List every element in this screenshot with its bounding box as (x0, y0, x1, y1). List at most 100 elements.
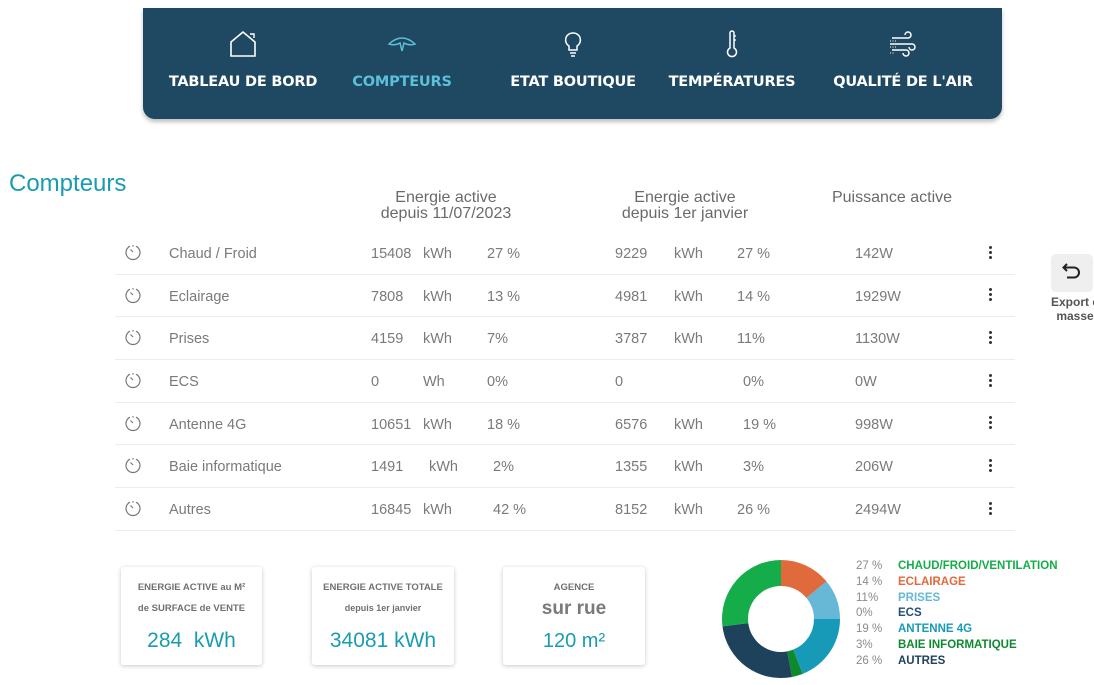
energy-since-january-percent: 14 % (737, 288, 771, 305)
table-row: Autres 16845 kWh 42 % 8152 kWh 26 % 2494… (115, 488, 1015, 531)
more-options-icon[interactable] (983, 327, 997, 347)
legend-label: CHAUD/FROID/VENTILATION (898, 560, 1058, 572)
energy-since-january-unit: kWh (674, 459, 703, 476)
energy-since-january-unit: kWh (674, 288, 703, 305)
legend-label: BAIE INFORMATIQUE (898, 638, 1017, 651)
nav-label: QUALITÉ DE L'AIR (833, 74, 973, 90)
timer-icon (124, 414, 142, 432)
energy-since-january-value: 9229 (615, 246, 648, 262)
donut-slice-autres (722, 623, 793, 678)
meter-name: Baie informatique (169, 459, 282, 476)
nav-label: COMPTEURS (352, 74, 452, 90)
active-power-value: 0W (855, 374, 877, 391)
thermometer-icon (716, 28, 748, 60)
nav-etat-boutique[interactable]: ETAT BOUTIQUE (510, 8, 636, 119)
energy-since-january-percent: 0% (743, 374, 764, 391)
card-energy-per-m2: ENERGIE ACTIVE au M² de SURFACE de VENTE… (121, 567, 262, 665)
consumption-donut-chart (722, 560, 840, 678)
meter-name: Prises (169, 331, 210, 348)
energy-since-date-value: 1491 (371, 459, 404, 476)
more-options-icon[interactable] (983, 455, 997, 475)
energy-since-january-value: 4981 (615, 288, 648, 305)
legend-percent: 14 % (856, 575, 883, 588)
energy-since-date-value: 7808 (371, 288, 404, 305)
energy-since-january-percent: 26 % (737, 502, 771, 519)
energy-since-date-value: 0 (371, 374, 380, 391)
energy-since-date-value: 16845 (371, 502, 412, 519)
energy-since-january-value: 0 (615, 374, 624, 391)
card-label: ENERGIE ACTIVE TOTALE (323, 582, 443, 593)
table-row: Eclairage 7808 kWh 13 % 4981 kWh 14 % 19… (115, 275, 1015, 318)
energy-since-january-percent: 19 % (743, 416, 777, 433)
timer-icon (124, 286, 142, 304)
nav-label: TABLEAU DE BORD (168, 74, 318, 90)
legend-label: ECLAIRAGE (898, 575, 966, 588)
more-options-icon[interactable] (983, 285, 997, 305)
timer-icon (124, 371, 142, 389)
energy-since-date-unit: kWh (423, 502, 452, 519)
energy-since-date-percent: 13 % (487, 288, 521, 305)
more-options-icon[interactable] (983, 242, 997, 262)
undo-arrow-icon (1062, 262, 1082, 285)
top-navigation: TABLEAU DE BORD COMPTEURS ETAT BOUTIQUE … (143, 8, 1002, 119)
energy-since-january-unit: kWh (674, 331, 703, 348)
card-agence: AGENCE sur rue 120 m² (503, 567, 645, 665)
nav-temperatures[interactable]: TEMPÉRATURES (669, 8, 796, 119)
energy-since-january-unit: kWh (674, 502, 703, 519)
timer-icon (124, 456, 142, 474)
legend-label: ECS (898, 607, 922, 620)
energy-since-date-unit: Wh (423, 374, 445, 391)
energy-since-date-unit: kWh (423, 416, 452, 433)
legend-percent: 26 % (856, 654, 883, 667)
nav-compteurs[interactable]: COMPTEURS (352, 8, 452, 119)
card-label: de SURFACE de VENTE (137, 603, 246, 614)
active-power-value: 206W (855, 459, 893, 476)
header-line: Energie active (634, 189, 736, 206)
donut-slice-prises (806, 581, 840, 619)
active-power-value: 998W (855, 416, 893, 433)
meter-name: Antenne 4G (169, 416, 247, 433)
energy-since-january-percent: 3% (743, 459, 764, 476)
energy-since-january-percent: 27 % (737, 246, 771, 262)
energy-since-date-value: 4159 (371, 331, 404, 348)
card-label: ENERGIE ACTIVE au M² (137, 582, 246, 593)
nav-label: ETAT BOUTIQUE (510, 74, 636, 90)
more-options-icon[interactable] (983, 498, 997, 518)
energy-since-date-percent: 0% (487, 374, 508, 391)
active-power-value: 1929W (855, 288, 901, 305)
active-power-value: 1130W (855, 331, 900, 348)
legend-percent: 3% (856, 638, 873, 651)
energy-since-january-value: 1355 (615, 459, 648, 476)
header-line: Energie active (395, 189, 497, 206)
card-label: AGENCE (553, 582, 595, 593)
card-value: 34081 kWh (329, 629, 437, 652)
timer-icon (124, 243, 142, 261)
table-row: Antenne 4G 10651 kWh 18 % 6576 kWh 19 % … (115, 403, 1015, 446)
meter-name: ECS (169, 374, 199, 391)
energy-since-date-unit: kWh (429, 459, 458, 476)
energy-since-date-unit: kWh (423, 246, 452, 262)
meter-name: Autres (169, 502, 211, 519)
nav-qualite-air[interactable]: QUALITÉ DE L'AIR (833, 8, 973, 119)
table-row: Prises 4159 kWh 7% 3787 kWh 11% 1130W (115, 317, 1015, 361)
energy-since-date-percent: 2% (493, 459, 514, 476)
export-button[interactable] (1051, 254, 1093, 292)
energy-since-date-value: 15408 (371, 246, 412, 262)
page-title: Compteurs (9, 170, 127, 197)
table-row: Chaud / Froid 15408 kWh 27 % 9229 kWh 27… (115, 232, 1015, 275)
home-icon (227, 28, 259, 60)
meter-name: Chaud / Froid (169, 246, 257, 262)
nav-tableau-de-bord[interactable]: TABLEAU DE BORD (168, 8, 318, 119)
legend-label: PRISES (898, 591, 941, 604)
more-options-icon[interactable] (983, 370, 997, 390)
meter-name: Eclairage (169, 288, 230, 305)
timer-icon (124, 499, 142, 517)
header-energy-since-date: Energie active depuis 11/07/2023 (356, 190, 536, 222)
donut-slice-baie-informatique (787, 649, 803, 677)
timer-icon (124, 328, 142, 346)
export-label[interactable]: Export e masse (1040, 295, 1094, 323)
card-value: 120 m² (542, 630, 606, 652)
energy-since-january-unit: kWh (674, 416, 703, 433)
energy-since-date-percent: 7% (487, 331, 508, 348)
more-options-icon[interactable] (983, 413, 997, 433)
